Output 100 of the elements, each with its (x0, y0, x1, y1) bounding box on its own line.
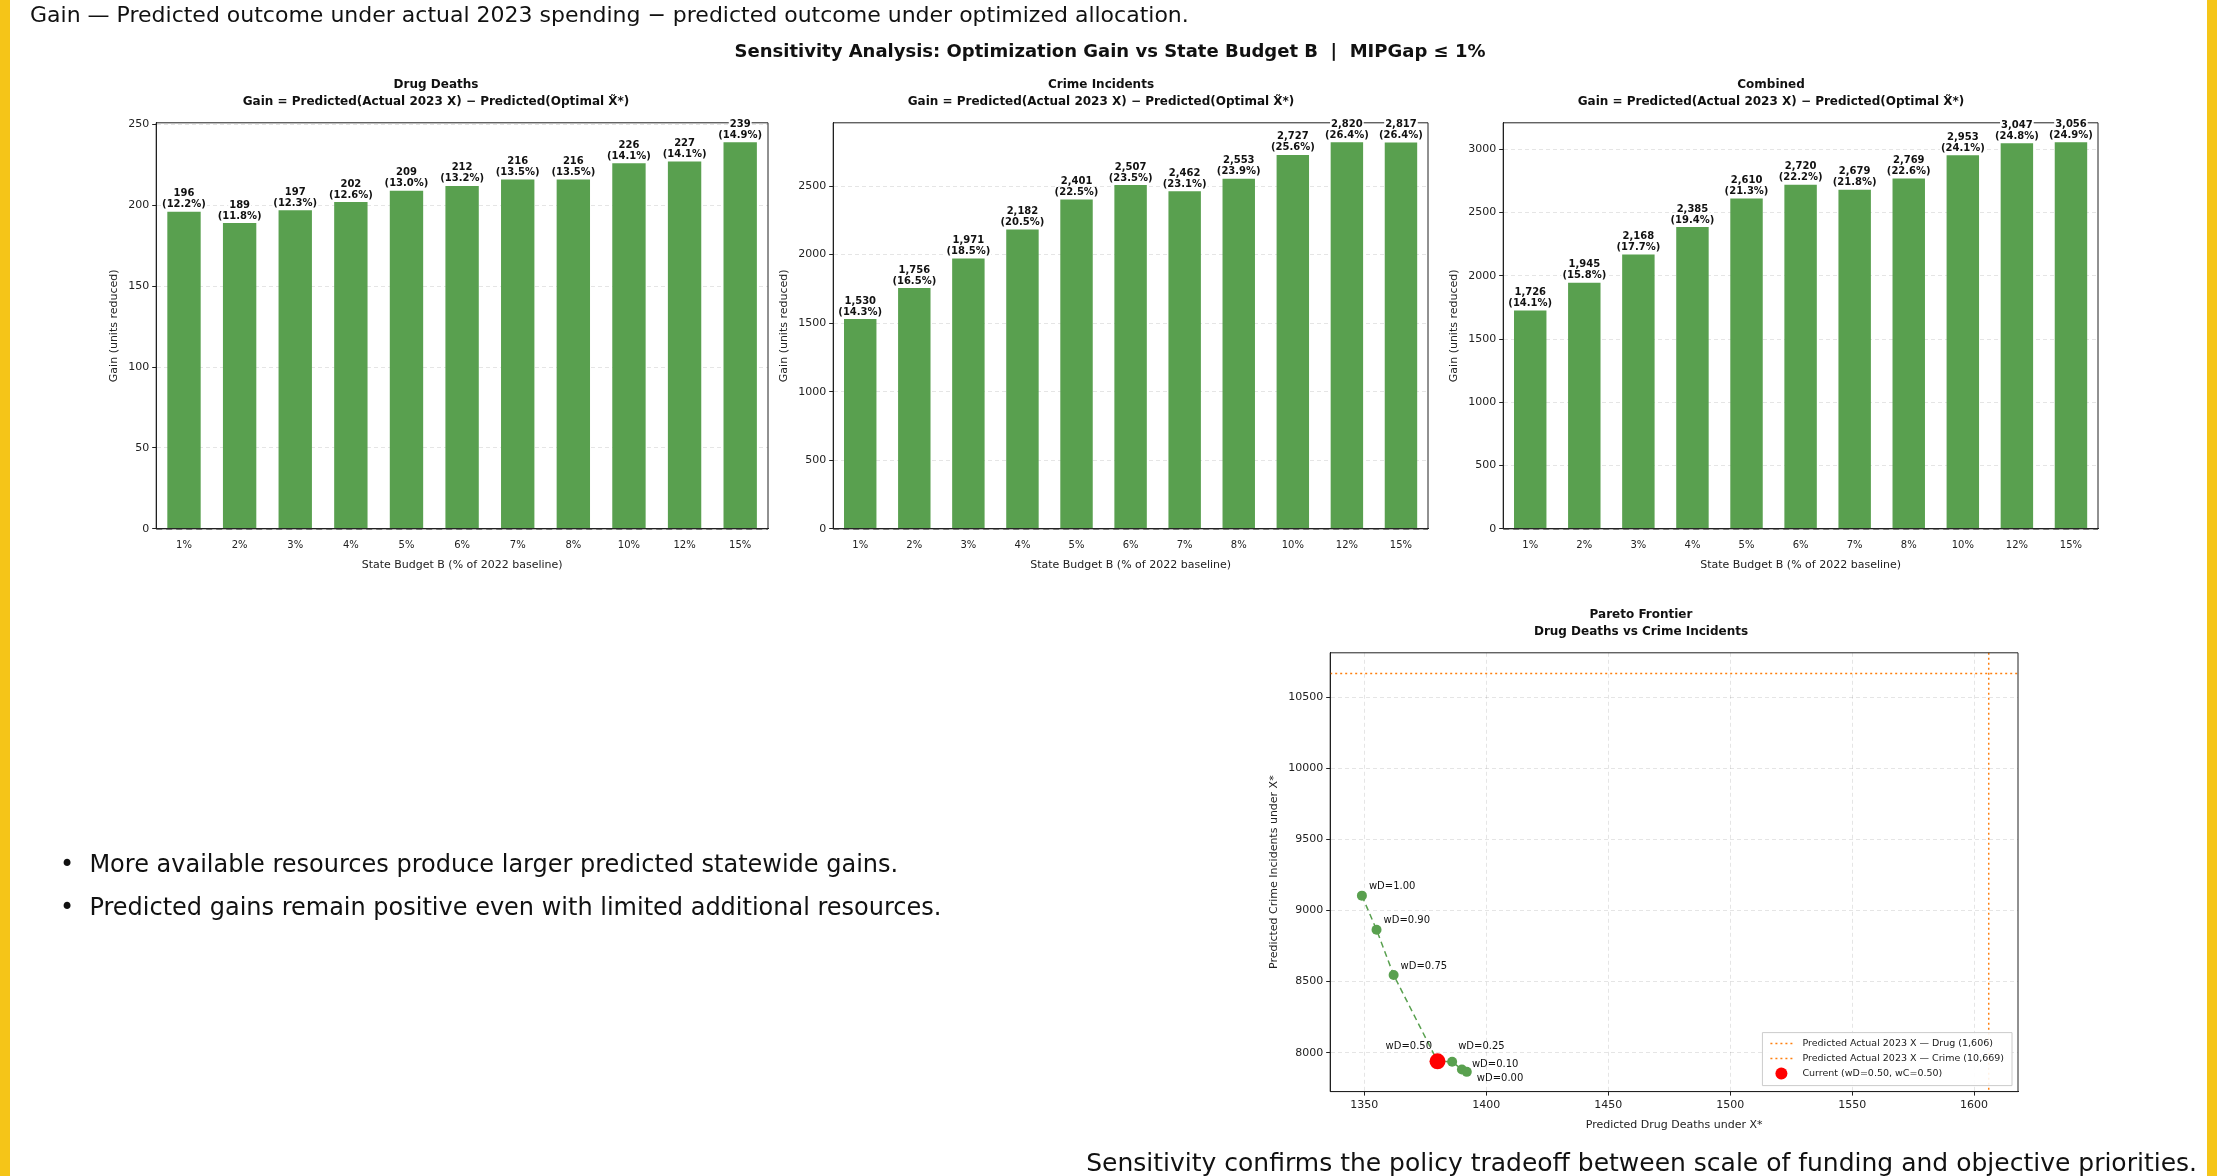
x-tick-label: 15% (2059, 539, 2083, 551)
bar (612, 163, 646, 529)
x-axis-title: Predicted Drug Deaths under X* (1585, 1118, 1763, 1132)
data-label: 227 (14.1%) (662, 137, 707, 160)
text: Gain — Predicted outcome under actual 2023 spending − predicted outcome under optimized allocation. (30, 2, 1189, 27)
x-tick-label: 12% (1335, 539, 1359, 551)
x-tick-label: 2% (906, 539, 923, 551)
x-axis-title: State Budget B (% of 2022 baseline) (1700, 558, 1902, 572)
point (1461, 1066, 1472, 1077)
x-tick-label: 1600 (1960, 1098, 1989, 1112)
x-tick-label: 10% (1281, 539, 1304, 551)
y-tick-label: 0 (819, 521, 827, 535)
data-label: 2,401 (22.5%) (1054, 175, 1099, 198)
x-tick-label: 1350 (1350, 1098, 1379, 1112)
y-axis-title: Predicted Crime Incidents under X* (1267, 774, 1281, 970)
y-axis-title: Gain (units reduced) (1447, 269, 1461, 383)
y-tick-label: 2500 (1468, 205, 1497, 219)
y-tick-label: 2000 (1468, 268, 1497, 282)
y-tick-label: 0 (142, 521, 150, 535)
data-label: 3,056 (24.9%) (2049, 117, 2093, 140)
x-tick-label: 8% (1900, 539, 1917, 551)
data-label: 2,168 (17.7%) (1616, 230, 1661, 253)
bar (898, 288, 931, 529)
y-tick-label: 500 (1475, 458, 1497, 472)
x-tick-label: 1% (852, 539, 869, 551)
data-label: 2,507 (23.5%) (1108, 160, 1153, 183)
annotation: wD=0.00 (1476, 1072, 1524, 1084)
x-tick-label: 1450 (1594, 1098, 1623, 1112)
chart-title: Crime Incidents (1047, 77, 1155, 92)
chart-title: Combined (1737, 77, 1805, 92)
bar (1676, 227, 1709, 529)
bar (1622, 254, 1655, 529)
y-tick-label: 150 (128, 279, 150, 293)
data-label: 1,945 (15.8%) (1562, 258, 1607, 281)
point (1371, 924, 1382, 935)
annotation: wD=1.00 (1368, 880, 1416, 892)
x-tick-label: 4% (342, 539, 359, 551)
y-tick-label: 500 (805, 453, 827, 467)
chart-title: Drug Deaths (393, 77, 479, 92)
data-label: 1,530 (14.3%) (838, 294, 883, 317)
x-tick-label: 12% (673, 539, 696, 551)
y-tick-label: 1000 (798, 384, 827, 398)
data-label: 189 (11.8%) (217, 198, 262, 221)
bar (2054, 142, 2088, 529)
x-tick-label: 10% (617, 539, 641, 551)
point (1388, 969, 1399, 980)
bar (445, 185, 479, 529)
x-tick-label: 1% (1522, 539, 1539, 551)
annotation: wD=0.75 (1400, 959, 1448, 971)
x-tick-label: 8% (565, 539, 582, 551)
text: • Predicted gains remain positive even with limited additional resources. (60, 893, 942, 921)
bar (1276, 154, 1310, 529)
chart-subtitle: Gain = Predicted(Actual 2023 X) − Predicted(Optimal X̃*) (1577, 93, 1965, 108)
x-tick-label: 5% (1068, 539, 1085, 551)
text: Sensitivity Analysis: Optimization Gain vs State Budget B | MIPGap ≤ 1% (734, 40, 1486, 61)
data-label: 3,047 (24.8%) (1994, 118, 2039, 141)
bar (1006, 229, 1039, 529)
data-label: 196 (12.2%) (162, 187, 206, 210)
y-tick-label: 250 (128, 117, 150, 131)
x-tick-label: 3% (287, 539, 304, 551)
data-label: 1,971 (18.5%) (946, 234, 991, 257)
bar (2000, 143, 2034, 529)
x-tick-label: 15% (1389, 539, 1413, 551)
bar (1568, 282, 1601, 529)
data-label: 239 (14.9%) (718, 117, 763, 140)
y-tick-label: 3000 (1468, 142, 1497, 156)
y-tick-label: 50 (135, 440, 150, 454)
x-tick-label: 1% (176, 539, 192, 551)
data-label: 2,727 (25.6%) (1270, 130, 1315, 153)
chart-title: Pareto Frontier (1589, 607, 1693, 622)
bar (1784, 184, 1817, 529)
y-tick-label: 200 (128, 198, 150, 212)
x-tick-label: 7% (1176, 539, 1193, 551)
data-label: 197 (12.3%) (273, 185, 318, 208)
data-label: 1,756 (16.5%) (892, 263, 937, 286)
x-tick-label: 4% (1684, 539, 1701, 551)
bar (389, 190, 424, 529)
x-tick-label: 7% (509, 539, 526, 551)
data-label: 2,385 (19.4%) (1670, 202, 1715, 225)
x-tick-label: 6% (1122, 539, 1139, 551)
bar (1330, 142, 1364, 529)
data-label: 2,953 (24.1%) (1940, 130, 1985, 153)
x-tick-label: 2% (231, 539, 248, 551)
y-tick-label: 1500 (1468, 331, 1497, 345)
bar (556, 179, 591, 529)
x-tick-label: 5% (398, 539, 415, 551)
y-tick-label: 2500 (798, 178, 827, 192)
bar (222, 223, 257, 529)
y-tick-label: 0 (1489, 521, 1497, 535)
bar (1060, 199, 1093, 529)
bar (723, 142, 757, 529)
data-label: 212 (13.2%) (440, 161, 485, 184)
x-tick-label: 1550 (1838, 1098, 1867, 1112)
x-tick-label: 5% (1738, 539, 1755, 551)
data-label: 2,820 (26.4%) (1324, 117, 1369, 140)
data-label: 2,553 (23.9%) (1216, 154, 1261, 177)
bar (1730, 198, 1763, 529)
bar (1514, 310, 1547, 529)
x-tick-label: 1500 (1716, 1098, 1745, 1112)
bar (334, 202, 368, 529)
